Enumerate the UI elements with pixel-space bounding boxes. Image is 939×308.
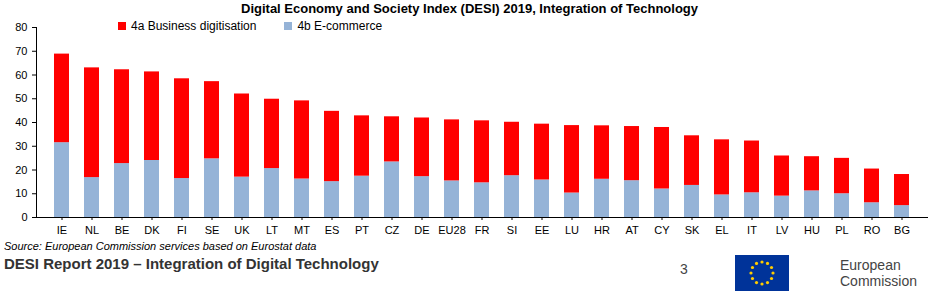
svg-text:LT: LT [266, 224, 278, 236]
svg-text:FR: FR [475, 224, 490, 236]
svg-text:AT: AT [625, 224, 639, 236]
svg-text:PT: PT [355, 224, 369, 236]
svg-text:BG: BG [894, 224, 910, 236]
svg-text:FI: FI [177, 224, 187, 236]
svg-text:IE: IE [57, 224, 67, 236]
html-text:3: 3 [680, 261, 688, 277]
svg-text:MT: MT [294, 224, 310, 236]
svg-text:EE: EE [535, 224, 550, 236]
svg-text:SI: SI [507, 224, 517, 236]
svg-text:UK: UK [234, 224, 250, 236]
html-text:Digital Economy and Society In: Digital Economy and Society Index (DESI)… [241, 1, 698, 16]
html-text:4a Business digitisation: 4a Business digitisation [131, 19, 257, 33]
html-text:European: European [840, 257, 901, 273]
svg-text:60: 60 [15, 69, 27, 81]
svg-text:DE: DE [414, 224, 429, 236]
svg-text:70: 70 [15, 45, 27, 57]
svg-text:20: 20 [15, 164, 27, 176]
svg-text:SK: SK [685, 224, 700, 236]
svg-text:0: 0 [21, 211, 27, 223]
svg-text:NL: NL [85, 224, 99, 236]
svg-text:LV: LV [776, 224, 789, 236]
html-text:4b E-commerce: 4b E-commerce [297, 19, 383, 33]
svg-text:HU: HU [804, 224, 820, 236]
svg-text:30: 30 [15, 140, 27, 152]
svg-text:IT: IT [747, 224, 757, 236]
svg-text:50: 50 [15, 92, 27, 104]
svg-text:LU: LU [565, 224, 579, 236]
svg-text:EL: EL [715, 224, 728, 236]
svg-text:ES: ES [325, 224, 340, 236]
svg-text:40: 40 [15, 116, 27, 128]
svg-text:EU28: EU28 [438, 224, 466, 236]
html-text:DESI Report 2019 – Integration: DESI Report 2019 – Integration of Digita… [4, 255, 379, 272]
svg-text:BE: BE [115, 224, 130, 236]
svg-text:10: 10 [15, 187, 27, 199]
svg-text:DK: DK [144, 224, 160, 236]
svg-text:80: 80 [15, 21, 27, 33]
html-text:Source: European Commission se: Source: European Commission services bas… [4, 240, 317, 252]
svg-text:CY: CY [654, 224, 670, 236]
svg-text:PL: PL [835, 224, 848, 236]
svg-text:CZ: CZ [385, 224, 400, 236]
html-text:Commission: Commission [840, 273, 917, 289]
svg-text:HR: HR [594, 224, 610, 236]
svg-text:RO: RO [864, 224, 881, 236]
svg-text:SE: SE [205, 224, 220, 236]
